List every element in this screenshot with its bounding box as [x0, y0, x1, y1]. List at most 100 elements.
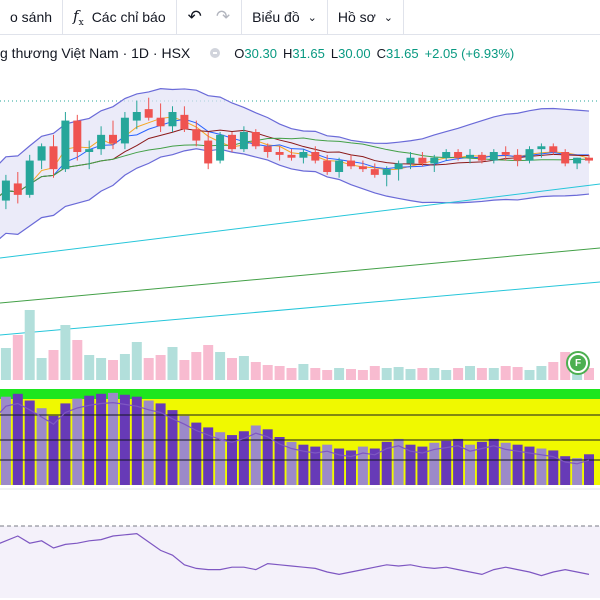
financials-badge[interactable]: F [566, 351, 590, 375]
candle-body [251, 132, 260, 147]
volume-bar [512, 367, 523, 380]
indicators-label: Các chỉ báo [91, 9, 166, 25]
oscillator-bar [441, 440, 452, 485]
volume-bar [536, 366, 547, 380]
volume-bar [48, 350, 59, 380]
oscillator-bar [167, 410, 178, 485]
candle-body [120, 117, 129, 144]
oscillator-bar [131, 396, 142, 485]
hide-legend-icon[interactable] [210, 48, 221, 58]
bollinger-lower-line [0, 148, 590, 240]
oscillator-bar [346, 450, 356, 485]
volume-bar [346, 369, 356, 380]
volume-bar [155, 355, 166, 380]
rsi-line [0, 532, 590, 577]
volume-bar [191, 352, 202, 380]
open-value: 30.30 [244, 45, 277, 61]
volume-bar [453, 368, 464, 380]
volume-bar [405, 369, 416, 380]
profile-menu-button[interactable]: Hồ sơ ⌄ [328, 0, 405, 34]
high-key: H [282, 45, 293, 61]
candle-body [156, 117, 165, 127]
volume-bar [357, 370, 368, 380]
volume-bar [381, 368, 392, 380]
candle-body [85, 149, 94, 152]
volume-bar [560, 352, 571, 380]
financials-badge-label: F [570, 355, 586, 371]
candle-body [168, 112, 177, 127]
oscillator-bar [548, 450, 559, 485]
candle-body [537, 146, 546, 150]
candle-body [311, 152, 320, 161]
bollinger-band-fill [0, 88, 589, 239]
candle-body [394, 163, 403, 170]
volume-bar [441, 370, 452, 380]
close-value: 31.65 [386, 45, 419, 61]
volume-bar [488, 368, 499, 380]
candle-body [25, 160, 34, 195]
oscillator-bar [429, 442, 440, 485]
candle-body [228, 134, 236, 150]
oscillator-signal-line [0, 401, 590, 465]
oscillator-bar [36, 408, 47, 485]
top-toolbar: o sánh fx Các chỉ báo ↶ ↷ Biểu đồ ⌄ Hồ s… [0, 0, 600, 35]
oscillator-bar [250, 425, 261, 485]
redo-icon[interactable]: ↷ [215, 7, 231, 26]
candle-body [406, 157, 415, 164]
compare-label: o sánh [10, 9, 53, 25]
oscillator-bar [500, 442, 511, 485]
chart-menu-button[interactable]: Biểu đồ ⌄ [242, 0, 328, 34]
chevron-down-icon: ⌄ [307, 11, 317, 24]
candle-body [1, 180, 10, 201]
oscillator-bar [488, 438, 499, 485]
candle-body [513, 154, 522, 161]
oscillator-bar [465, 444, 475, 485]
oscillator-bar [179, 415, 190, 485]
candle-body [49, 146, 58, 170]
candle-body [561, 152, 570, 164]
volume-bar [262, 365, 273, 380]
candle-body [573, 157, 582, 164]
candle-body [144, 109, 153, 118]
bollinger-upper-line [0, 88, 590, 164]
volume-bar [500, 366, 511, 380]
volume-bar [36, 358, 47, 380]
candle-body [477, 154, 486, 161]
oscillator-bar [357, 446, 368, 485]
volume-bar [250, 362, 261, 380]
volume-bar [465, 366, 475, 380]
candle-body [466, 154, 474, 158]
candle-body [275, 152, 284, 155]
indicators-button[interactable]: fx Các chỉ báo [63, 0, 177, 34]
candle-body [501, 152, 510, 155]
compare-button[interactable]: o sánh [0, 0, 64, 34]
oscillator-bar [48, 415, 59, 485]
candle-body [287, 154, 296, 158]
undo-icon[interactable]: ↶ [187, 7, 202, 26]
volume-bar [143, 358, 154, 380]
oscillator-bar [417, 446, 428, 485]
oscillator-bar [322, 444, 333, 485]
candle-body [454, 152, 463, 158]
volume-bar [298, 364, 309, 380]
volume-bar [167, 347, 178, 380]
symbol-title[interactable]: g thương Việt Nam · 1D · HSX [0, 45, 191, 61]
oscillator-bar [24, 400, 35, 485]
candle-body [442, 152, 451, 158]
candle-body [585, 157, 593, 161]
oscillator-bar [286, 441, 297, 485]
oscillator-bar [60, 403, 71, 485]
oscillator-bar [72, 398, 83, 485]
long-ma-line [0, 183, 600, 259]
candle-body [347, 160, 355, 167]
candle-body [382, 169, 391, 175]
candle-body [239, 132, 248, 150]
candle-body [418, 157, 427, 164]
candle-body [204, 140, 213, 164]
candle-body [549, 146, 558, 152]
volume-bar [322, 370, 333, 380]
oscillator-bar [155, 403, 166, 485]
candle-body [335, 160, 344, 172]
candle-body [216, 134, 225, 161]
